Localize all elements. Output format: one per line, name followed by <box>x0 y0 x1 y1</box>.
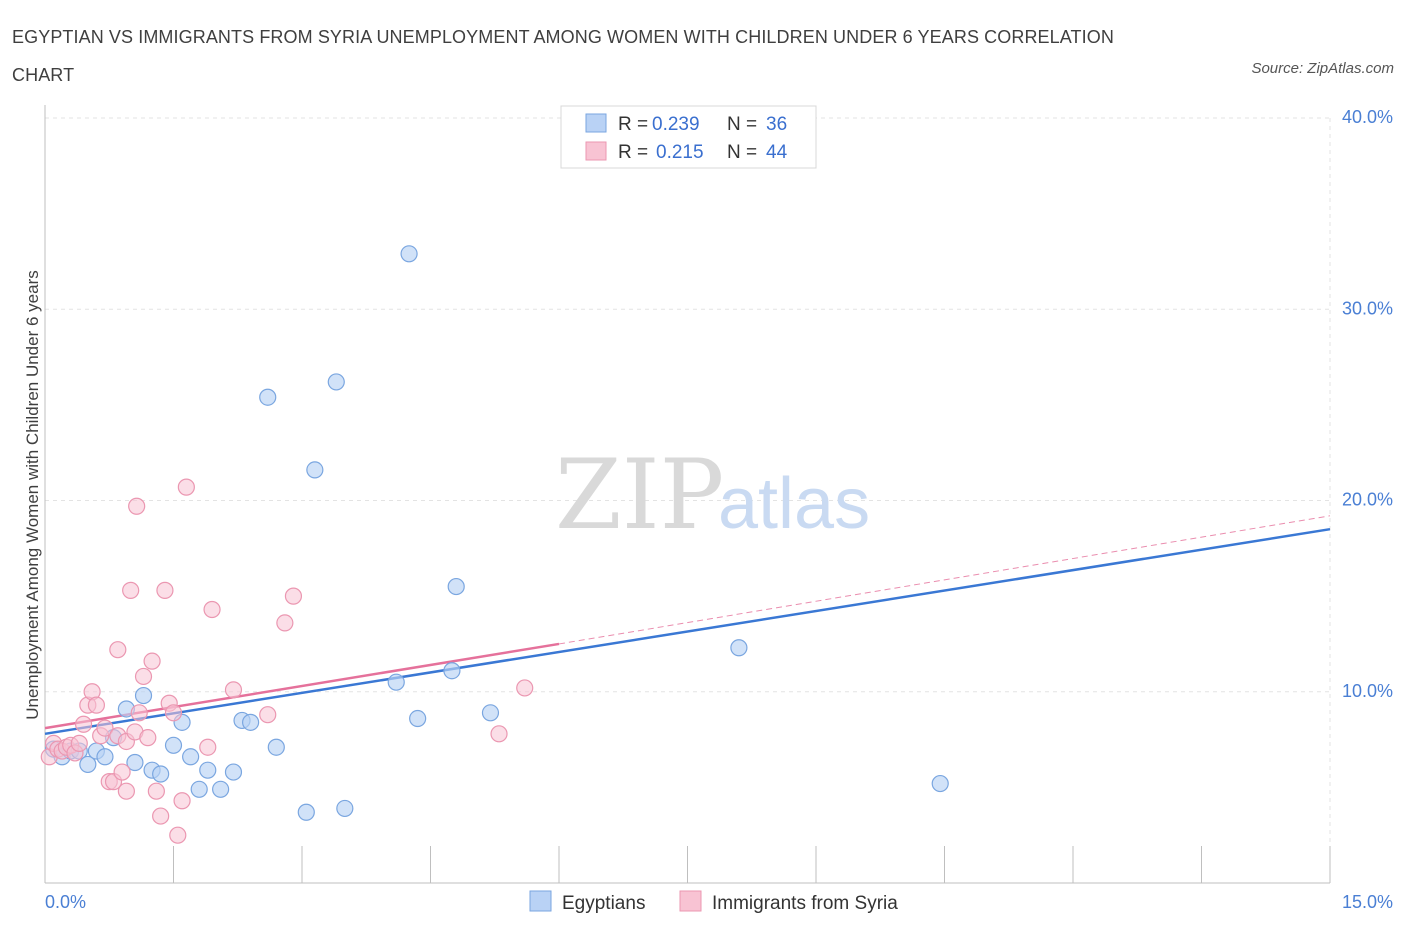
legend-n-value-syria: 44 <box>766 142 788 163</box>
point-syria <box>113 763 131 781</box>
y-tick-label: 20.0% <box>1342 490 1393 510</box>
point-syria <box>130 704 148 722</box>
point-egyptians <box>164 736 183 754</box>
point-egyptians <box>306 461 324 479</box>
point-syria <box>156 581 174 599</box>
legend-n-label: N = <box>727 142 757 163</box>
watermark-zip: ZIP <box>555 439 724 551</box>
point-egyptians <box>387 673 405 691</box>
point-syria <box>173 792 191 810</box>
point-egyptians <box>443 662 461 680</box>
point-syria <box>199 738 217 756</box>
point-egyptians <box>199 761 217 779</box>
legend-bottom: Egyptians Immigrants from Syria <box>529 890 898 914</box>
point-syria <box>152 807 170 825</box>
point-egyptians <box>297 803 315 821</box>
legend-swatch-egyptians <box>585 113 607 133</box>
point-syria <box>109 641 127 659</box>
legend-bottom-label-syria: Immigrants from Syria <box>712 893 898 914</box>
legend-r-value-syria: 0.215 <box>656 142 704 163</box>
legend-bottom-label-egyptians: Egyptians <box>562 893 645 914</box>
legend-n-label: N = <box>727 114 757 135</box>
point-egyptians <box>212 780 230 798</box>
point-egyptians <box>400 245 418 263</box>
point-syria <box>96 719 114 737</box>
trend-line-syria-extension <box>558 515 1331 645</box>
data-points <box>40 245 949 844</box>
point-egyptians <box>730 639 748 657</box>
point-syria <box>224 681 243 699</box>
y-tick-labels: 10.0% 20.0% 30.0% 40.0% <box>1342 107 1393 701</box>
point-syria <box>143 652 161 670</box>
point-syria <box>87 696 106 714</box>
point-egyptians <box>327 373 345 391</box>
y-tick-label: 30.0% <box>1342 298 1393 318</box>
point-syria <box>164 704 183 722</box>
watermark-atlas: atlas <box>718 464 870 544</box>
point-egyptians <box>190 780 208 798</box>
point-syria <box>122 581 140 599</box>
point-egyptians <box>481 704 500 722</box>
point-syria <box>74 715 93 733</box>
watermark: ZIP atlas <box>555 439 870 551</box>
point-egyptians <box>267 738 285 756</box>
chart-title: EGYPTIAN VS IMMIGRANTS FROM SYRIA UNEMPL… <box>12 27 1114 85</box>
point-syria <box>139 729 157 747</box>
legend-top: R = 0.239 N = 36 R = 0.215 N = 44 <box>560 105 817 169</box>
legend-r-value-egyptians: 0.239 <box>652 114 700 135</box>
legend-r-label: R = <box>618 114 648 135</box>
point-egyptians <box>96 748 114 766</box>
x-tick-label: 15.0% <box>1342 892 1393 912</box>
legend-swatch-syria <box>585 141 607 161</box>
point-egyptians <box>447 577 465 596</box>
x-tick-labels: 0.0% 15.0% <box>45 892 1393 912</box>
point-syria <box>516 679 534 697</box>
point-egyptians <box>242 713 260 731</box>
legend-bottom-swatch-egyptians <box>529 890 552 912</box>
axes <box>44 105 1331 884</box>
point-egyptians <box>134 686 153 705</box>
point-egyptians <box>182 748 200 766</box>
trend-line-egyptians <box>44 527 1331 736</box>
point-egyptians <box>152 765 170 783</box>
y-axis-label: Unemployment Among Women with Children U… <box>23 270 42 719</box>
source-label: Source: ZipAtlas.com <box>1251 60 1394 77</box>
point-syria <box>177 478 195 496</box>
legend-n-value-egyptians: 36 <box>766 114 787 135</box>
point-syria <box>128 497 146 515</box>
point-syria <box>147 782 165 800</box>
point-egyptians <box>79 755 97 774</box>
x-tick-label: 0.0% <box>45 892 86 912</box>
point-syria <box>169 826 187 844</box>
y-tick-label: 10.0% <box>1342 681 1393 701</box>
y-tick-label: 40.0% <box>1342 107 1393 127</box>
point-syria <box>70 734 88 752</box>
point-syria <box>259 706 277 724</box>
point-egyptians <box>126 753 144 772</box>
point-syria <box>134 667 153 686</box>
point-syria <box>276 614 294 632</box>
point-syria <box>117 782 135 800</box>
point-syria <box>284 587 303 605</box>
point-egyptians <box>931 774 949 793</box>
point-egyptians <box>409 709 427 728</box>
legend-r-label: R = <box>618 142 648 163</box>
point-syria <box>203 600 221 619</box>
point-syria <box>490 725 508 743</box>
point-egyptians <box>259 388 277 406</box>
point-egyptians <box>336 799 354 818</box>
legend-bottom-swatch-syria <box>679 890 702 912</box>
point-egyptians <box>224 763 243 781</box>
